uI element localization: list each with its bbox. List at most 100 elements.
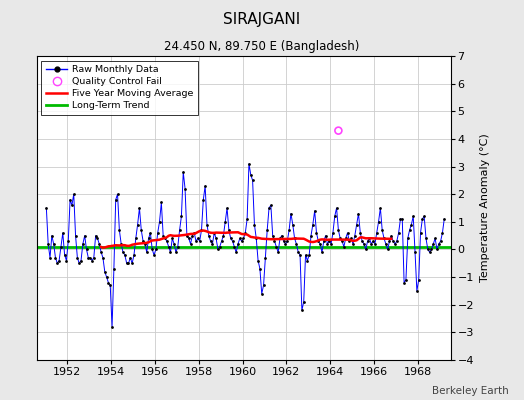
Point [81, 232, 89, 239]
Point [414, 277, 423, 283]
Point [146, 230, 155, 236]
Point [172, 249, 180, 256]
Point [204, 232, 213, 239]
Point [49, 241, 58, 247]
Point [143, 249, 151, 256]
Point [137, 227, 146, 233]
Point [395, 230, 403, 236]
Point [210, 230, 219, 236]
Point [363, 238, 372, 244]
Point [396, 216, 405, 222]
Point [285, 227, 293, 233]
Point [369, 238, 377, 244]
Point [148, 246, 156, 253]
Point [411, 249, 419, 256]
Point [113, 191, 122, 197]
Point [154, 230, 162, 236]
Point [237, 238, 246, 244]
Point [195, 238, 204, 244]
Point [60, 252, 69, 258]
Point [226, 235, 235, 242]
Point [318, 249, 326, 256]
Point [95, 241, 103, 247]
Point [243, 216, 252, 222]
Point [184, 235, 193, 242]
Point [73, 254, 82, 261]
Point [150, 252, 158, 258]
Point [342, 235, 350, 242]
Point [270, 238, 279, 244]
Point [57, 244, 65, 250]
Point [279, 238, 288, 244]
Point [48, 232, 56, 239]
Point [64, 238, 72, 244]
Point [79, 241, 87, 247]
Point [294, 249, 302, 256]
Point [157, 199, 166, 206]
Point [362, 246, 370, 253]
Point [247, 172, 255, 178]
Point [392, 238, 401, 244]
Point [112, 196, 120, 203]
Point [130, 252, 138, 258]
Point [176, 227, 184, 233]
Point [320, 238, 328, 244]
Point [151, 246, 160, 253]
Point [336, 235, 344, 242]
Point [358, 238, 366, 244]
Point [42, 205, 50, 211]
Point [374, 219, 383, 225]
Point [370, 241, 379, 247]
Point [334, 227, 343, 233]
Point [232, 249, 241, 256]
Point [287, 210, 295, 217]
Point [183, 232, 191, 239]
Point [219, 232, 227, 239]
Point [190, 230, 199, 236]
Point [351, 232, 359, 239]
Point [323, 241, 332, 247]
Point [214, 246, 222, 253]
Point [301, 252, 310, 258]
Point [373, 230, 381, 236]
Point [316, 241, 324, 247]
Point [68, 202, 76, 208]
Point [165, 244, 173, 250]
Point [329, 230, 337, 236]
Point [389, 238, 397, 244]
Point [272, 244, 280, 250]
Point [70, 191, 78, 197]
Point [387, 232, 396, 239]
Point [267, 202, 275, 208]
Point [278, 232, 286, 239]
Point [298, 307, 306, 314]
Point [123, 260, 131, 266]
Point [436, 238, 445, 244]
Point [128, 260, 136, 266]
Point [325, 238, 333, 244]
Point [108, 324, 116, 330]
Point [212, 235, 220, 242]
Point [380, 235, 388, 242]
Point [132, 235, 140, 242]
Point [62, 257, 71, 264]
Point [203, 221, 211, 228]
Point [208, 241, 216, 247]
Point [121, 252, 129, 258]
Point [199, 196, 208, 203]
Point [259, 282, 268, 288]
Point [225, 227, 233, 233]
Point [44, 241, 52, 247]
Point [403, 235, 412, 242]
Point [77, 257, 85, 264]
Point [391, 241, 399, 247]
Point [303, 257, 312, 264]
Point [135, 205, 144, 211]
Point [378, 227, 386, 233]
Point [312, 230, 321, 236]
Point [360, 241, 368, 247]
Point [117, 241, 125, 247]
Y-axis label: Temperature Anomaly (°C): Temperature Anomaly (°C) [479, 134, 489, 282]
Point [173, 244, 182, 250]
Point [398, 216, 407, 222]
